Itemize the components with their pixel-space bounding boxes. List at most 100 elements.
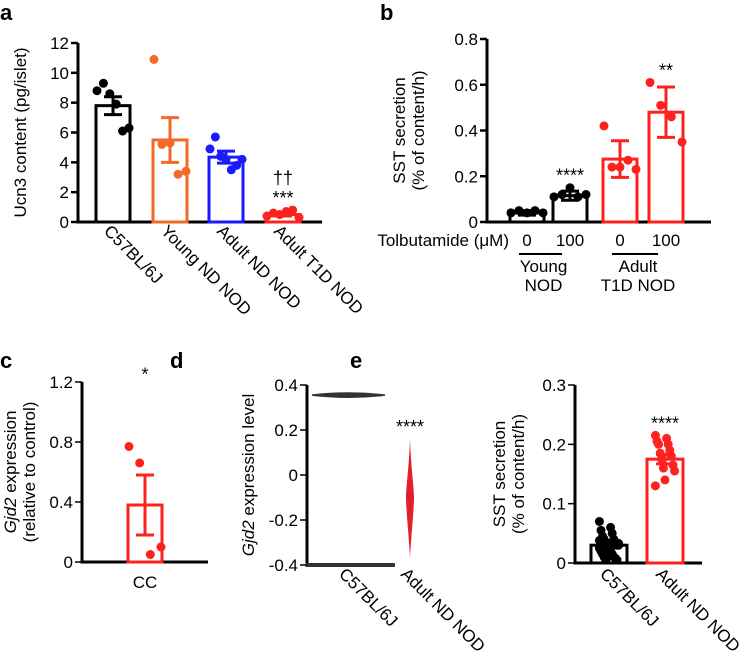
bar xyxy=(151,138,189,224)
group-label: Adult xyxy=(619,257,658,276)
data-point xyxy=(232,160,242,170)
significance-marker: **** xyxy=(556,166,584,186)
data-point xyxy=(594,516,604,526)
data-point xyxy=(538,208,548,218)
y-tick-label: 0 xyxy=(289,466,298,485)
y-tick-label: 0 xyxy=(64,553,73,572)
y-axis-label-text: Ucn3 content (pg/islet) xyxy=(11,47,30,217)
panel-label: d xyxy=(170,348,183,373)
data-point xyxy=(145,550,155,559)
group-label: Young xyxy=(520,257,568,276)
y-tick-label: 0.2 xyxy=(454,167,478,186)
y-axis-label-2: (% of content/h) xyxy=(509,414,528,534)
significance-marker: * xyxy=(141,365,148,385)
y-axis-label: Gjd2 expression xyxy=(1,411,20,534)
data-point xyxy=(205,144,215,154)
data-point xyxy=(606,551,616,561)
bar xyxy=(645,457,685,565)
data-point xyxy=(599,121,609,131)
data-point xyxy=(221,154,231,164)
y-tick-label: 0.4 xyxy=(49,493,73,512)
data-point xyxy=(623,155,633,165)
x-tick-label: CC xyxy=(133,573,158,592)
data-point xyxy=(594,535,604,545)
panel-d: d -0.4 -0.2 0 0.2 0.4 Gjd2 expression level C57… xyxy=(170,348,489,656)
y-tick-label: 8 xyxy=(60,94,69,113)
data-point xyxy=(111,99,121,109)
data-point xyxy=(181,166,191,176)
x-tick-label: 0 xyxy=(615,231,624,250)
data-point xyxy=(288,205,298,215)
y-tick-label: 0.1 xyxy=(542,495,566,514)
panel-b: b 0 0.2 0.4 0.6 0.8 SST secretion (% of content… xyxy=(377,0,711,295)
data-point xyxy=(670,466,680,476)
data-point xyxy=(506,208,516,218)
group-label: T1D NOD xyxy=(601,276,676,295)
panel-label: a xyxy=(0,0,13,25)
y-axis-label-italic: Gjd2 xyxy=(239,520,258,556)
y-tick-label: 0.6 xyxy=(454,76,478,95)
data-point xyxy=(658,463,668,473)
x-tick-label: Adult ND NOD xyxy=(397,564,489,656)
data-point xyxy=(656,100,666,110)
y-axis-label: Gjd2 expression level xyxy=(239,394,258,557)
y-tick-label: -0.4 xyxy=(269,556,298,575)
data-point xyxy=(607,162,617,172)
violin xyxy=(406,439,414,559)
panel-label: c xyxy=(0,348,12,373)
y-axis-label-italic: Gjd2 xyxy=(1,497,20,533)
y-tick-label: 0 xyxy=(557,554,566,573)
data-point xyxy=(98,78,108,88)
data-point xyxy=(294,213,304,223)
y-tick-label: 0.3 xyxy=(542,376,566,395)
data-point xyxy=(557,190,567,200)
y-tick-label: 0.2 xyxy=(542,435,566,454)
y-tick-label: 10 xyxy=(50,64,69,83)
y-axis-label: SST secretion xyxy=(390,77,409,183)
y-axis-label-2: (relative to control) xyxy=(20,402,39,543)
data-point xyxy=(615,162,625,172)
x-tick-label: Adult ND NOD xyxy=(652,564,744,656)
x-axis-label: Tolbutamide (μM) xyxy=(377,231,509,250)
data-point xyxy=(135,458,145,468)
panel-label: b xyxy=(380,0,393,25)
data-point xyxy=(631,164,641,174)
data-point xyxy=(614,538,624,548)
x-tick-label: C57BL/6J xyxy=(335,564,401,630)
y-tick-label: 0.2 xyxy=(274,421,298,440)
y-tick-label: 0.4 xyxy=(274,376,298,395)
data-point xyxy=(124,123,134,133)
y-axis-label: SST secretion xyxy=(490,421,509,527)
x-tick-label: 0 xyxy=(522,231,531,250)
data-point xyxy=(149,54,159,64)
y-tick-label: 0.8 xyxy=(49,433,73,452)
data-point xyxy=(237,154,247,164)
data-point xyxy=(522,208,532,218)
y-tick-label: 0.4 xyxy=(454,122,478,141)
data-point xyxy=(666,451,676,461)
y-tick-label: 2 xyxy=(60,183,69,202)
data-point xyxy=(650,481,660,491)
data-point xyxy=(210,132,220,142)
panel-a: a 0 2 4 6 8 10 12 Ucn3 content (pg/islet) C57BL/6… xyxy=(0,0,367,319)
y-axis-label-text: SST secretion xyxy=(490,421,509,527)
y-tick-label: -0.2 xyxy=(269,511,298,530)
x-tick-label: C57BL/6J xyxy=(596,564,662,630)
y-tick-label: 0 xyxy=(469,213,478,232)
data-point xyxy=(666,112,676,122)
y-axis-label-text: SST secretion xyxy=(390,77,409,183)
data-point xyxy=(157,139,167,149)
group-label: NOD xyxy=(525,276,563,295)
y-axis-label-text: expression xyxy=(1,411,20,498)
significance-marker: **** xyxy=(396,417,424,437)
y-tick-label: 6 xyxy=(60,124,69,143)
data-point xyxy=(654,439,664,449)
data-point xyxy=(92,86,102,96)
y-tick-label: 1.2 xyxy=(49,373,73,392)
y-tick-label: 0 xyxy=(60,213,69,232)
y-tick-label: 4 xyxy=(60,153,69,172)
x-tick-label: C57BL/6J xyxy=(100,221,166,287)
data-point xyxy=(581,190,591,200)
x-tick-label: 100 xyxy=(556,231,584,250)
